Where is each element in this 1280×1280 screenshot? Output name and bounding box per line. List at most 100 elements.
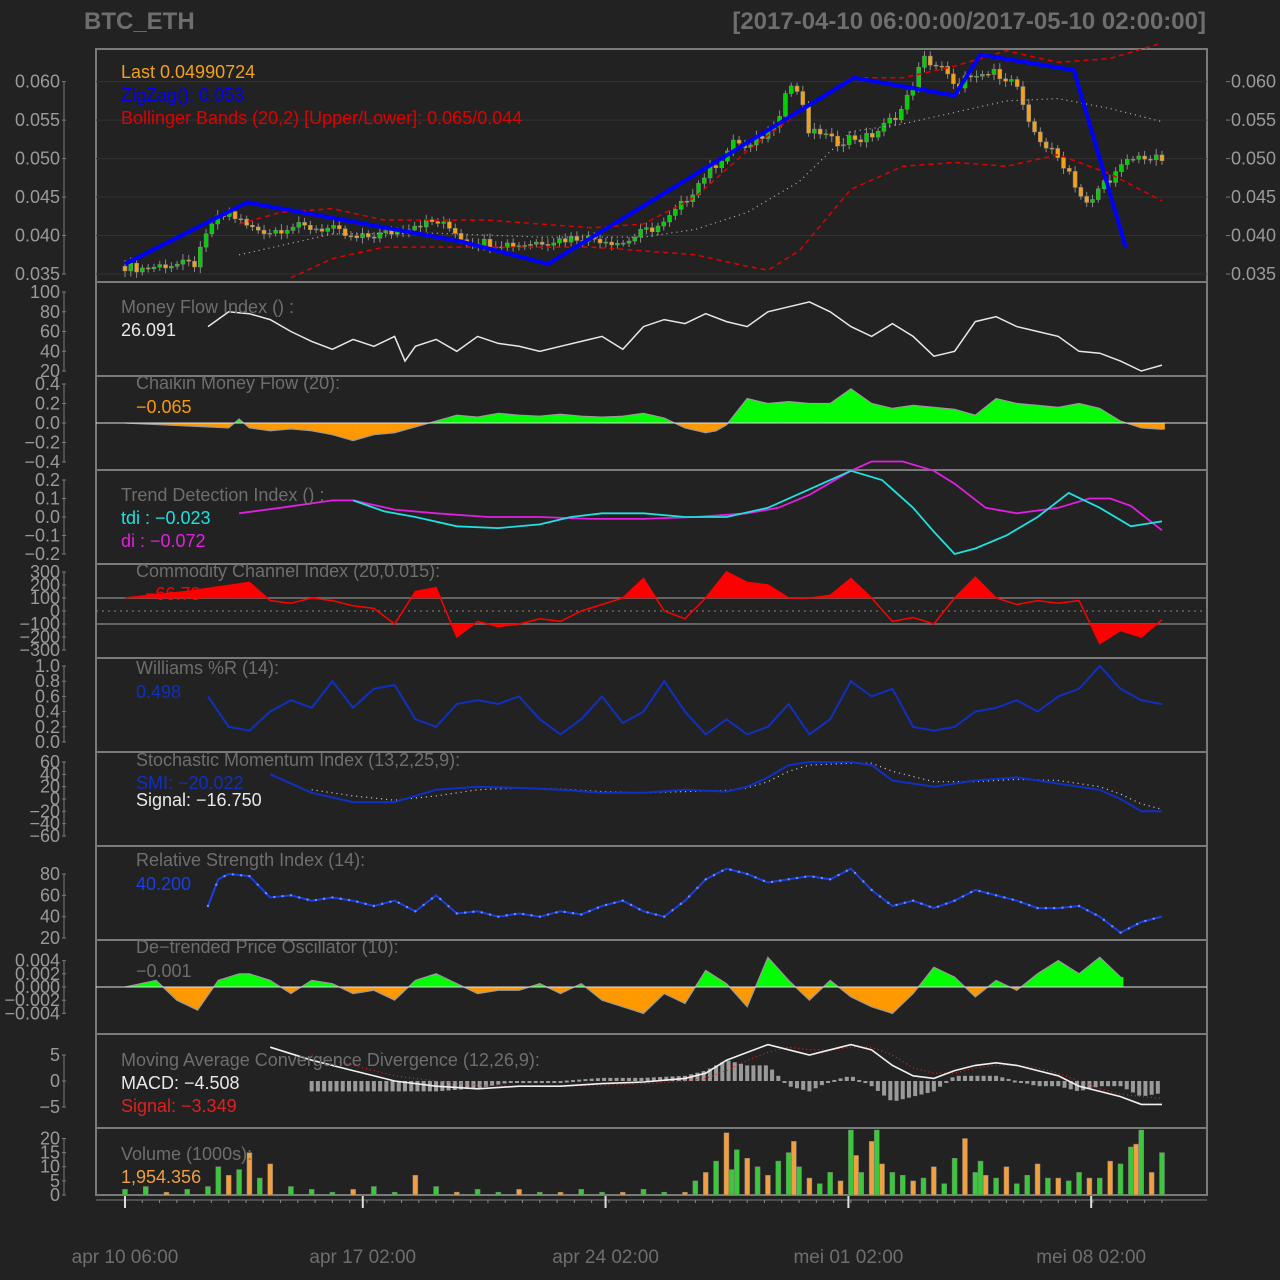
cmf-area-slice — [516, 414, 520, 424]
rsi-point — [248, 874, 251, 878]
cmf-area-slice — [824, 403, 828, 424]
cmf-area-slice — [835, 397, 839, 424]
cmf-area-slice — [1055, 406, 1059, 424]
candle-down — [1061, 157, 1066, 169]
volume-bar — [879, 1163, 885, 1196]
cmf-area-slice — [946, 408, 950, 424]
rsi-point — [1069, 905, 1072, 909]
cci-extreme-fill — [207, 587, 211, 599]
cmf-area-slice — [819, 403, 823, 424]
cmf-area-slice — [329, 422, 333, 436]
volume-bar — [163, 1191, 170, 1196]
volume-bar — [640, 1189, 647, 1196]
volume-bar — [225, 1174, 232, 1196]
cci-extreme-fill — [244, 582, 248, 599]
macd-histogram-bar — [1018, 1081, 1023, 1083]
macd-histogram-bar — [645, 1077, 650, 1081]
macd-histogram-bar — [850, 1076, 855, 1081]
dpo-area-slice — [861, 986, 865, 1004]
cmf-area-slice — [531, 415, 535, 424]
dpo-outline — [124, 956, 1121, 1015]
cmf-area-slice — [1008, 401, 1012, 424]
candle-up — [198, 246, 203, 268]
mfi-tick-label: 80 — [40, 302, 60, 322]
cmf-area-slice — [1039, 405, 1043, 424]
candle-up — [180, 259, 186, 265]
dpo-area-slice — [238, 973, 242, 988]
rsi-point — [447, 905, 450, 908]
cmf-area-slice — [223, 422, 227, 429]
cmf-area-slice — [1032, 404, 1036, 424]
macd-histogram-bar — [608, 1077, 613, 1081]
macd-histogram-bar — [527, 1081, 532, 1083]
cmf-area-slice — [630, 414, 634, 424]
cci-extreme-fill — [238, 583, 242, 599]
cmf-area-slice — [482, 415, 486, 424]
cmf-area-slice — [1042, 405, 1046, 424]
x-axis-label: mei 08 02:00 — [1036, 1247, 1146, 1268]
rsi-point — [613, 901, 616, 904]
dpo-area-slice — [1076, 971, 1080, 988]
cmf-area-slice — [943, 408, 948, 424]
volume-title: Volume (1000s): — [121, 1144, 252, 1164]
volume-bar — [920, 1177, 927, 1196]
macd-histogram-bar — [720, 1062, 725, 1081]
dpo-area-slice — [640, 986, 644, 1014]
candle-up — [702, 177, 707, 184]
rsi-point — [754, 876, 757, 879]
cmf-area-slice — [1029, 404, 1033, 424]
candle-down — [835, 135, 840, 147]
macd-histogram-bar — [1056, 1081, 1061, 1087]
volume-bar — [350, 1189, 356, 1196]
rsi-point — [903, 901, 907, 904]
cci-extreme-fill — [1130, 623, 1134, 635]
macd-histogram-bar — [738, 1063, 743, 1081]
cmf-area-slice — [1052, 406, 1056, 424]
candle-up — [1130, 158, 1136, 161]
volume-bar — [661, 1191, 667, 1196]
dpo-area-slice — [241, 973, 245, 988]
cmf-area-slice — [1089, 405, 1093, 424]
cmf-area-slice — [526, 415, 530, 424]
cmf-area-slice — [334, 422, 338, 437]
volume-bar — [433, 1186, 439, 1196]
volume-bar — [412, 1174, 419, 1196]
rsi-point — [1019, 900, 1023, 904]
macd-histogram-bar — [1031, 1081, 1036, 1086]
dpo-area-slice — [604, 986, 608, 1003]
cmf-area-slice — [969, 413, 973, 424]
candle-up — [441, 221, 446, 224]
cmf-area-slice — [912, 405, 916, 424]
dpo-value: −0.001 — [136, 961, 192, 981]
candle-down — [713, 165, 719, 169]
dpo-area-slice — [184, 986, 188, 1006]
rsi-point — [289, 894, 293, 897]
candle-down — [145, 267, 151, 270]
cmf-area-slice — [290, 422, 294, 430]
volume-bar — [723, 1132, 730, 1196]
rsi-point — [887, 901, 890, 904]
volume-bar — [853, 1155, 859, 1196]
macd-histogram-bar — [340, 1081, 345, 1092]
macd-histogram-bar — [1124, 1081, 1129, 1090]
dpo-area-slice — [886, 986, 891, 1013]
dpo-area-slice — [259, 976, 263, 988]
candle-up — [719, 160, 724, 169]
volume-bar — [744, 1158, 750, 1196]
macd-histogram-bar — [1155, 1081, 1160, 1094]
volume-bar — [702, 1172, 709, 1196]
zigzag-line — [124, 52, 1128, 267]
cmf-area-slice — [358, 422, 362, 440]
macd-histogram-bar — [707, 1068, 712, 1081]
cmf-area-slice — [861, 395, 865, 424]
candle-down — [1020, 86, 1026, 105]
price-tick-label: 0.060 — [15, 72, 60, 92]
rsi-point — [488, 913, 492, 916]
tdi-tick-label: −0.1 — [24, 526, 60, 546]
cci-extreme-fill — [1138, 623, 1142, 638]
dpo-area-slice — [1047, 965, 1051, 988]
volume-bar — [765, 1174, 771, 1196]
volume-bar — [215, 1166, 222, 1196]
candle-down — [1038, 131, 1043, 143]
cmf-area-slice — [1148, 422, 1152, 429]
